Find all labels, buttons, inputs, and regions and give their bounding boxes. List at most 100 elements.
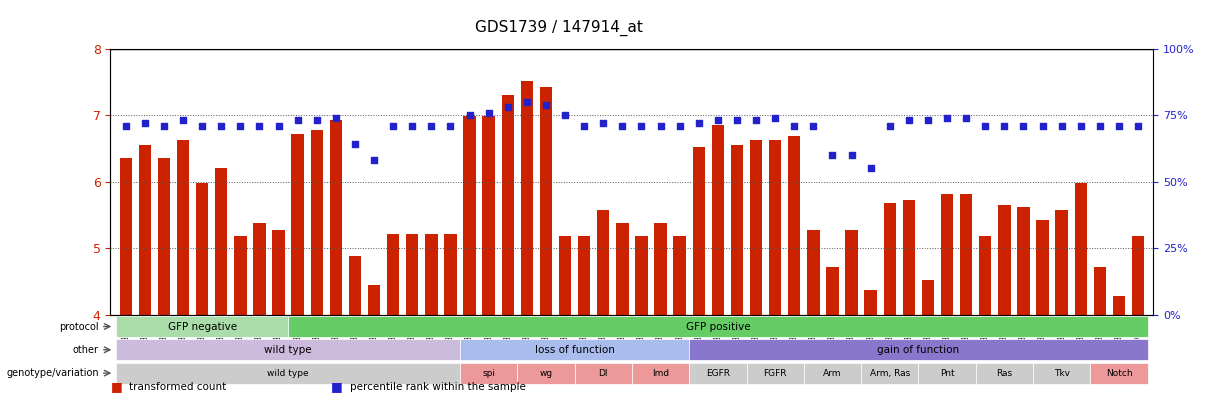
- Text: loss of function: loss of function: [535, 345, 615, 355]
- FancyBboxPatch shape: [746, 362, 804, 384]
- Bar: [979, 236, 991, 315]
- FancyBboxPatch shape: [632, 362, 690, 384]
- Bar: [712, 125, 724, 315]
- Bar: [941, 194, 953, 315]
- Point: [650, 123, 670, 129]
- FancyBboxPatch shape: [804, 362, 861, 384]
- Bar: [845, 230, 858, 315]
- Bar: [196, 183, 209, 315]
- Point: [1052, 123, 1071, 129]
- Point: [460, 112, 480, 118]
- Bar: [731, 145, 744, 315]
- Bar: [788, 136, 800, 315]
- Bar: [769, 141, 782, 315]
- Text: Arm: Arm: [823, 369, 842, 377]
- Bar: [654, 223, 666, 315]
- Bar: [253, 223, 265, 315]
- Bar: [960, 194, 972, 315]
- Bar: [692, 147, 706, 315]
- Point: [708, 117, 728, 124]
- Bar: [558, 236, 572, 315]
- FancyBboxPatch shape: [690, 362, 746, 384]
- Bar: [1131, 236, 1145, 315]
- Point: [1129, 123, 1148, 129]
- Bar: [464, 117, 476, 315]
- Point: [383, 123, 402, 129]
- Text: Tkv: Tkv: [1054, 369, 1070, 377]
- Text: percentile rank within the sample: percentile rank within the sample: [350, 382, 525, 392]
- Bar: [674, 236, 686, 315]
- Bar: [520, 81, 533, 315]
- Bar: [1055, 210, 1067, 315]
- Point: [594, 120, 614, 126]
- Bar: [865, 290, 877, 315]
- Bar: [883, 203, 896, 315]
- Point: [670, 123, 690, 129]
- Bar: [272, 230, 285, 315]
- Text: EGFR: EGFR: [706, 369, 730, 377]
- Point: [326, 115, 346, 121]
- Point: [766, 115, 785, 121]
- Bar: [368, 285, 380, 315]
- Point: [173, 117, 193, 124]
- Bar: [330, 121, 342, 315]
- Point: [784, 123, 804, 129]
- Bar: [119, 158, 133, 315]
- Bar: [310, 130, 323, 315]
- Text: Pnt: Pnt: [940, 369, 955, 377]
- Point: [193, 123, 212, 129]
- Bar: [826, 267, 839, 315]
- Bar: [177, 141, 189, 315]
- Point: [517, 98, 536, 105]
- Bar: [482, 117, 494, 315]
- FancyBboxPatch shape: [460, 362, 518, 384]
- Bar: [999, 205, 1011, 315]
- Text: protocol: protocol: [59, 322, 99, 332]
- Point: [135, 120, 155, 126]
- Bar: [903, 200, 915, 315]
- Bar: [502, 95, 514, 315]
- Point: [746, 117, 766, 124]
- FancyBboxPatch shape: [690, 339, 1147, 360]
- Text: gain of function: gain of function: [877, 345, 960, 355]
- FancyBboxPatch shape: [975, 362, 1033, 384]
- Bar: [406, 234, 418, 315]
- Point: [612, 123, 632, 129]
- Point: [804, 123, 823, 129]
- Point: [574, 123, 594, 129]
- Point: [115, 123, 135, 129]
- Text: transformed count: transformed count: [129, 382, 226, 392]
- Point: [899, 117, 919, 124]
- Bar: [1113, 296, 1125, 315]
- Bar: [158, 158, 171, 315]
- Point: [364, 157, 384, 164]
- FancyBboxPatch shape: [1091, 362, 1147, 384]
- Point: [345, 141, 364, 148]
- Point: [402, 123, 422, 129]
- FancyBboxPatch shape: [919, 362, 975, 384]
- FancyBboxPatch shape: [574, 362, 632, 384]
- Text: Arm, Ras: Arm, Ras: [870, 369, 910, 377]
- Point: [422, 123, 442, 129]
- Text: Imd: Imd: [652, 369, 669, 377]
- Bar: [750, 141, 762, 315]
- Bar: [636, 236, 648, 315]
- Text: FGFR: FGFR: [763, 369, 787, 377]
- Bar: [425, 234, 438, 315]
- Point: [211, 123, 231, 129]
- Point: [288, 117, 308, 124]
- Text: GDS1739 / 147914_at: GDS1739 / 147914_at: [475, 20, 643, 36]
- Point: [918, 117, 937, 124]
- Bar: [540, 87, 552, 315]
- Text: wild type: wild type: [267, 369, 309, 377]
- Point: [688, 120, 708, 126]
- FancyBboxPatch shape: [460, 339, 690, 360]
- Text: ■: ■: [331, 380, 344, 393]
- FancyBboxPatch shape: [1033, 362, 1091, 384]
- Bar: [1093, 267, 1106, 315]
- Point: [479, 109, 498, 116]
- Text: Dl: Dl: [599, 369, 609, 377]
- FancyBboxPatch shape: [288, 316, 1147, 337]
- FancyBboxPatch shape: [861, 362, 919, 384]
- Bar: [598, 210, 610, 315]
